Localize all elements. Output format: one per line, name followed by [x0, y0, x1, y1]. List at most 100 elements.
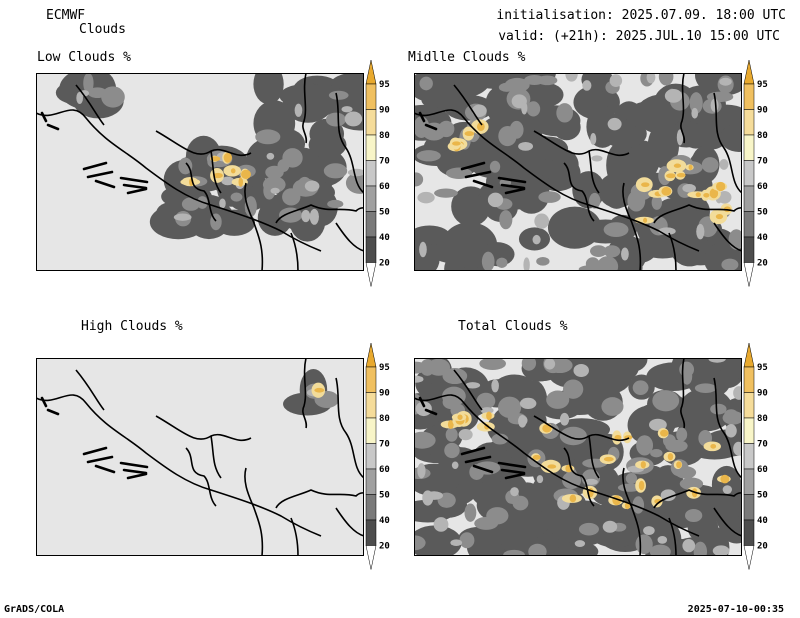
colorbar-low: 95 90 80 70 60 50 40 20 [365, 59, 390, 287]
colorbar-tick-label: 20 [757, 542, 768, 552]
map-panel-low [36, 73, 364, 271]
product-label: Clouds [79, 22, 126, 37]
colorbar-tick-label: 90 [379, 389, 390, 399]
colorbar-tick-label: 60 [757, 465, 768, 475]
borders-total [414, 358, 742, 556]
colorbar-tick-label: 90 [757, 389, 768, 399]
colorbar-bottom-arrow [743, 262, 755, 287]
footer-software: GrADS/COLA [4, 604, 65, 615]
borders-low [36, 73, 364, 271]
colorbar-segment [743, 83, 755, 110]
colorbar-tick-label: 20 [757, 259, 768, 269]
colorbar-tick-label: 60 [379, 182, 390, 192]
colorbar-middle: 95 90 80 70 60 50 40 20 [743, 59, 768, 287]
colorbar-segment [743, 160, 755, 187]
panel-title-middle: Midlle Clouds % [408, 50, 526, 65]
colorbar-tick-label: 60 [757, 182, 768, 192]
colorbar-total: 95 90 80 70 60 50 40 20 [743, 342, 768, 570]
colorbar-top-arrow [743, 59, 755, 85]
colorbar-segment [365, 443, 377, 470]
colorbar-top-arrow [365, 342, 377, 368]
valid-time: valid: (+21h): 2025.JUL.10 15:00 UTC [498, 29, 780, 44]
colorbar-segment [743, 134, 755, 161]
colorbar-tick-label: 40 [757, 516, 768, 526]
colorbar-high: 95 90 80 70 60 50 40 20 [365, 342, 390, 570]
colorbar-segment [365, 468, 377, 495]
panel-title-low: Low Clouds % [37, 50, 131, 65]
map-frame-middle [414, 73, 742, 271]
colorbar-tick-label: 95 [757, 363, 768, 373]
footer-timestamp: 2025-07-10-00:35 [687, 604, 784, 615]
cloud-field-total [414, 358, 742, 556]
colorbar-tick-label: 70 [757, 157, 768, 167]
colorbar-segment [365, 236, 377, 263]
colorbar-segment [743, 366, 755, 393]
colorbar-segment [743, 392, 755, 419]
colorbar-tick-label: 70 [379, 157, 390, 167]
colorbar-segment [743, 519, 755, 546]
islands-low [40, 111, 149, 195]
colorbar-tick-label: 40 [379, 233, 390, 243]
colorbar-tick-label: 95 [379, 363, 390, 373]
islands-high [40, 396, 149, 480]
colorbar-segment [743, 494, 755, 521]
colorbar-segment [365, 83, 377, 110]
map-panel-total [414, 358, 742, 556]
colorbar-segment [365, 185, 377, 212]
colorbar-top-arrow [365, 59, 377, 85]
colorbar-tick-label: 80 [379, 414, 390, 424]
colorbar-tick-label: 20 [379, 542, 390, 552]
colorbar-tick-label: 90 [757, 106, 768, 116]
colorbar-segment [365, 109, 377, 136]
colorbar-segment [365, 134, 377, 161]
colorbar-top-arrow [743, 342, 755, 368]
colorbar-tick-label: 50 [757, 208, 768, 218]
model-label: ECMWF [46, 8, 86, 23]
panel-title-high: High Clouds % [81, 319, 183, 334]
colorbar-segment [743, 417, 755, 444]
colorbar-segment [365, 392, 377, 419]
colorbar-bottom-arrow [743, 545, 755, 570]
colorbar-bottom-arrow [365, 545, 377, 570]
map-panel-high [36, 358, 364, 556]
colorbar-segment [743, 109, 755, 136]
colorbar-tick-label: 60 [379, 465, 390, 475]
colorbar-segment [365, 366, 377, 393]
initialisation-time: initialisation: 2025.07.09. 18:00 UTC [496, 8, 786, 23]
colorbar-segment [365, 494, 377, 521]
colorbar-tick-label: 80 [757, 131, 768, 141]
colorbar-tick-label: 20 [379, 259, 390, 269]
colorbar-segment [743, 443, 755, 470]
panel-title-total: Total Clouds % [458, 319, 568, 334]
colorbar-tick-label: 95 [379, 80, 390, 90]
colorbar-tick-label: 40 [757, 233, 768, 243]
colorbar-tick-label: 80 [379, 131, 390, 141]
borders-middle [414, 73, 742, 271]
colorbar-segment [743, 211, 755, 238]
colorbar-tick-label: 80 [757, 414, 768, 424]
colorbar-tick-label: 50 [379, 208, 390, 218]
colorbar-segment [365, 417, 377, 444]
colorbar-tick-label: 50 [757, 491, 768, 501]
cloud-field-middle [414, 73, 742, 271]
map-frame-high [36, 358, 364, 556]
colorbar-tick-label: 90 [379, 106, 390, 116]
colorbar-tick-label: 40 [379, 516, 390, 526]
colorbar-segment [743, 185, 755, 212]
colorbar-tick-label: 70 [757, 440, 768, 450]
cloud-field-high [283, 369, 340, 416]
islands-middle [418, 111, 527, 195]
colorbar-segment [365, 160, 377, 187]
colorbar-segment [743, 236, 755, 263]
colorbar-segment [743, 468, 755, 495]
colorbar-segment [365, 519, 377, 546]
colorbar-tick-label: 70 [379, 440, 390, 450]
map-frame-total [414, 358, 742, 556]
colorbar-tick-label: 50 [379, 491, 390, 501]
borders-high [36, 358, 364, 556]
colorbar-segment [365, 211, 377, 238]
map-panel-middle [414, 73, 742, 271]
islands-total [418, 396, 527, 480]
colorbar-tick-label: 95 [757, 80, 768, 90]
colorbar-bottom-arrow [365, 262, 377, 287]
